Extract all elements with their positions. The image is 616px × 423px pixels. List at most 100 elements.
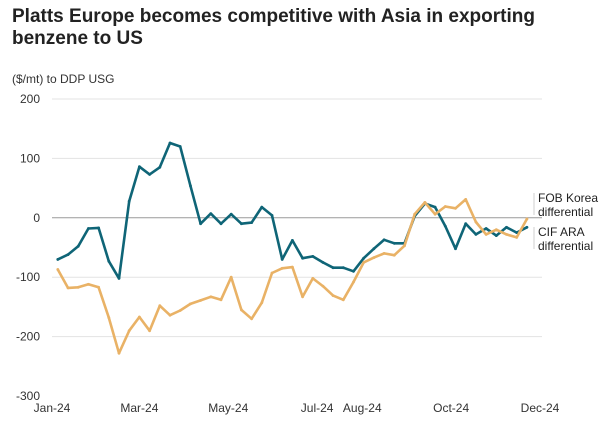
data-point [209, 295, 213, 299]
data-point [413, 212, 417, 216]
data-point [270, 271, 274, 275]
data-point [107, 259, 111, 263]
data-point [178, 145, 182, 148]
data-point [433, 205, 437, 209]
data-point [311, 277, 315, 280]
data-point [392, 253, 396, 257]
data-point [229, 212, 233, 216]
data-point [178, 309, 182, 312]
data-point [443, 224, 447, 228]
data-point [321, 284, 325, 288]
data-point [484, 227, 488, 230]
data-point [280, 258, 284, 261]
data-point [525, 225, 529, 229]
data-point [240, 222, 243, 226]
data-point [189, 302, 192, 306]
data-point [148, 173, 152, 176]
data-point [392, 241, 396, 245]
data-point [494, 228, 498, 232]
data-point [117, 277, 121, 280]
series-label: differential [538, 239, 593, 253]
data-point [362, 261, 366, 264]
data-point [107, 316, 111, 319]
y-axis-unit-label: ($/mt) to DDP USG [12, 72, 115, 86]
data-point [362, 256, 366, 260]
y-tick-label: 0 [33, 211, 40, 225]
data-point [382, 238, 386, 242]
data-point [148, 329, 152, 333]
data-point [97, 285, 100, 289]
data-point [209, 212, 213, 216]
data-point [321, 261, 325, 264]
data-point [168, 141, 172, 145]
data-point [240, 308, 243, 312]
data-point [331, 294, 335, 297]
data-point [525, 217, 529, 221]
data-point [505, 233, 508, 236]
data-point [443, 205, 447, 208]
x-tick-label: Jul-24 [301, 401, 334, 415]
data-point [484, 233, 488, 236]
x-tick-label: Jan-24 [34, 401, 71, 415]
data-point [127, 199, 131, 203]
y-tick-label: 200 [20, 92, 40, 106]
data-point [454, 247, 457, 251]
data-point [352, 280, 355, 284]
data-point [158, 165, 162, 169]
data-point [474, 220, 478, 224]
data-point [250, 317, 254, 321]
x-tick-label: Aug-24 [343, 401, 382, 415]
data-point [464, 198, 468, 201]
data-point [76, 244, 80, 248]
data-point [331, 266, 335, 270]
y-tick-label: -200 [16, 330, 40, 344]
data-point [127, 329, 131, 333]
data-point [250, 221, 254, 225]
x-tick-label: Oct-24 [433, 401, 469, 415]
series-line-0 [56, 141, 529, 280]
series-label: differential [538, 205, 593, 219]
data-point [301, 256, 304, 260]
data-point [341, 266, 345, 270]
data-point [189, 184, 192, 188]
series-lines [56, 141, 529, 355]
chart-title: Platts Europe becomes competitive with A… [12, 6, 535, 49]
data-point [229, 275, 233, 279]
data-point [433, 212, 437, 216]
data-point [494, 234, 498, 238]
data-point [168, 313, 172, 317]
data-point [56, 268, 60, 271]
data-point [138, 165, 141, 169]
y-tick-label: -100 [16, 270, 40, 284]
data-point [56, 258, 60, 261]
data-point [66, 253, 70, 256]
data-point [464, 222, 468, 226]
data-point [138, 315, 141, 319]
x-tick-label: Dec-24 [521, 401, 560, 415]
data-point [117, 351, 121, 355]
data-point [403, 244, 406, 248]
data-point [66, 286, 70, 290]
data-point [97, 226, 100, 230]
data-point [454, 206, 457, 210]
data-point [87, 227, 90, 230]
data-point [301, 295, 304, 299]
data-point [372, 256, 376, 259]
data-point [280, 266, 284, 270]
data-point [260, 301, 264, 305]
data-point [382, 252, 386, 255]
data-point [515, 231, 519, 235]
data-point [199, 222, 203, 226]
series-label: FOB Korea [538, 191, 598, 205]
x-tick-label: Mar-24 [120, 401, 158, 415]
data-point [341, 298, 345, 302]
gridlines [52, 98, 542, 338]
data-point [291, 239, 294, 242]
data-point [372, 247, 376, 251]
data-point [352, 269, 355, 273]
data-point [260, 205, 264, 209]
data-point [474, 233, 478, 236]
data-point [87, 282, 90, 286]
